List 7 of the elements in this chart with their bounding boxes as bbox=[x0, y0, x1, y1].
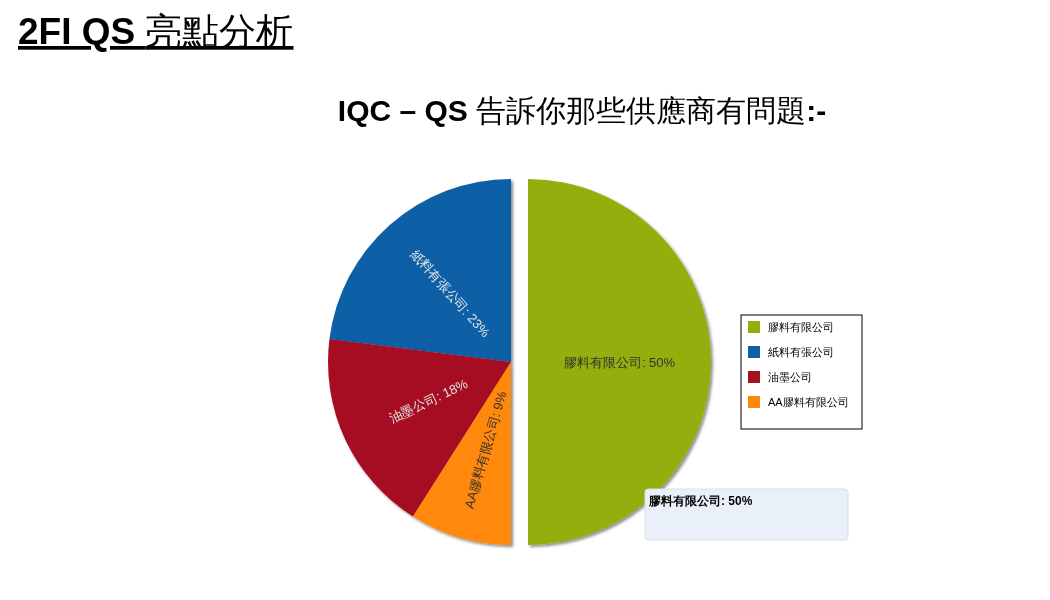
data-label: 膠料有限公司: 50% bbox=[563, 354, 676, 370]
legend-label: 膠料有限公司 bbox=[768, 320, 834, 333]
legend-label: AA膠料有限公司 bbox=[768, 395, 849, 408]
chart-subtitle: IQC – QS 告訴你那些供應商有問題:- bbox=[337, 94, 827, 127]
legend-label: 油墨公司 bbox=[768, 370, 812, 383]
legend-label: 紙料有張公司 bbox=[768, 345, 834, 358]
text: 膠料有限公司: 50% bbox=[648, 494, 753, 508]
